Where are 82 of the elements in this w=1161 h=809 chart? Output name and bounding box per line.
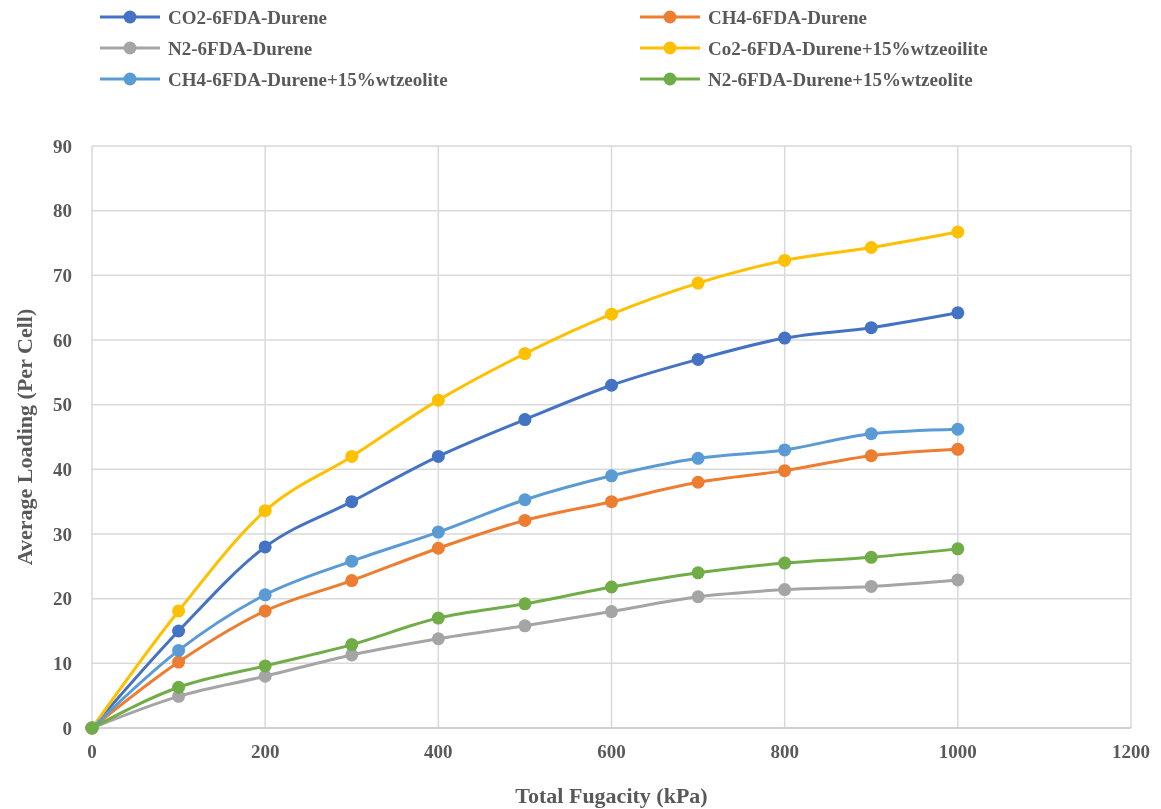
point: [864, 579, 878, 593]
point: [431, 393, 445, 407]
x-axis-title: Total Fugacity (kPa): [515, 783, 708, 808]
point: [778, 331, 792, 345]
y-axis-title: Average Loading (Per Cell): [12, 308, 37, 566]
y-tick-label: 40: [53, 458, 72, 480]
y-tick-label: 60: [53, 329, 72, 351]
point: [172, 643, 186, 657]
point: [951, 422, 965, 436]
x-tick-label: 200: [250, 741, 280, 762]
x-tick-label: 1000: [938, 741, 977, 762]
point: [518, 619, 532, 633]
x-tick-label: 1200: [1112, 741, 1150, 762]
y-tick-label: 20: [53, 588, 72, 610]
y-tick-label: 70: [53, 264, 72, 286]
point: [691, 276, 705, 290]
point: [345, 449, 359, 463]
point: [691, 475, 705, 489]
point: [605, 378, 618, 392]
point: [691, 590, 705, 604]
point: [172, 680, 186, 694]
point: [605, 605, 618, 619]
point: [951, 225, 965, 239]
point: [605, 580, 618, 594]
point: [258, 659, 272, 673]
point: [345, 554, 359, 568]
point: [518, 597, 532, 611]
point: [258, 540, 272, 554]
point: [691, 566, 705, 580]
point: [778, 464, 792, 478]
point: [605, 469, 618, 483]
point: [778, 443, 792, 457]
point: [951, 306, 965, 320]
x-tick-label: 800: [770, 741, 799, 762]
x-tick-label: 400: [424, 741, 453, 762]
point: [691, 451, 705, 465]
point: [864, 241, 878, 255]
point: [345, 574, 359, 588]
point: [172, 655, 186, 669]
point: [605, 307, 618, 321]
legend-label: Co2-6FDA-Durene+15%wtzeoilite: [708, 37, 988, 59]
y-tick-label: 90: [53, 135, 72, 157]
point: [345, 495, 359, 509]
point: [864, 321, 878, 335]
point: [431, 541, 445, 555]
point: [605, 495, 618, 509]
y-tick-label: 80: [53, 200, 72, 222]
point: [258, 504, 272, 518]
y-tick-label: 10: [53, 652, 72, 674]
legend-label: N2-6FDA-Durene+15%wtzeolite: [708, 68, 973, 90]
point: [431, 611, 445, 625]
point: [431, 449, 445, 463]
y-tick-label: 0: [62, 717, 72, 739]
point: [258, 604, 272, 618]
point: [431, 632, 445, 646]
point: [345, 638, 359, 652]
legend-label: CO2-6FDA-Durene: [168, 6, 328, 28]
point: [778, 556, 792, 570]
point: [778, 253, 792, 267]
point: [518, 413, 532, 427]
y-tick-label: 30: [53, 523, 72, 545]
point: [864, 427, 878, 441]
y-tick-label: 50: [53, 394, 72, 416]
point: [864, 550, 878, 564]
point: [172, 604, 186, 618]
point: [951, 442, 965, 456]
point: [864, 449, 878, 463]
point: [778, 583, 792, 597]
x-tick-label: 0: [87, 741, 97, 762]
point: [258, 588, 272, 602]
legend-label: CH4-6FDA-Durene+15%wtzeolite: [168, 68, 448, 90]
point: [691, 352, 705, 366]
legend-label: N2-6FDA-Durene: [168, 37, 313, 59]
point: [431, 525, 445, 539]
point: [518, 513, 532, 527]
x-tick-label: 600: [597, 741, 626, 762]
point: [518, 347, 532, 361]
legend-label: CH4-6FDA-Durene: [708, 6, 868, 28]
point: [951, 573, 965, 587]
point: [951, 542, 965, 556]
point: [518, 493, 532, 507]
point: [172, 624, 186, 638]
